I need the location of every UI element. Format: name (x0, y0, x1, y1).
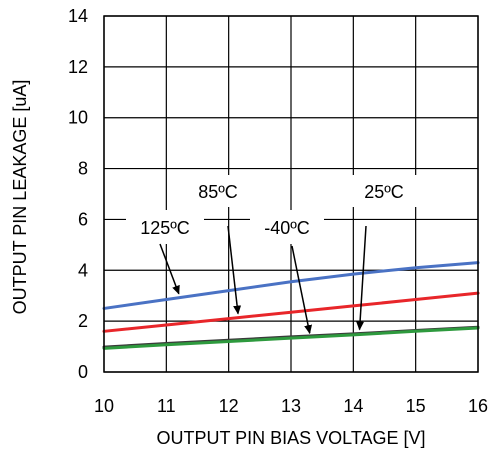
annotation-label: 125ºC (140, 218, 190, 238)
x-axis-title: OUTPUT PIN BIAS VOLTAGE [V] (156, 428, 425, 448)
annotation-label: 85ºC (198, 182, 238, 202)
y-tick-label: 6 (78, 209, 88, 229)
y-tick-label: 10 (68, 108, 88, 128)
x-tick-label: 12 (219, 396, 239, 416)
y-tick-label: 14 (68, 6, 88, 26)
y-tick-label: 0 (78, 362, 88, 382)
x-tick-label: 10 (94, 396, 114, 416)
series-line (102, 326, 480, 350)
annotation-arrow (159, 243, 180, 295)
annotation-box (126, 210, 204, 244)
annotations: 125ºC 85ºC -40ºC 25ºC (126, 175, 418, 335)
series-layer (102, 261, 480, 350)
y-tick-label: 12 (68, 57, 88, 77)
y-axis-title: OUTPUT PIN LEAKAGE [uA] (10, 80, 30, 315)
x-tick-label: 11 (157, 396, 176, 416)
annotation-arrow (356, 225, 367, 331)
series-line (102, 261, 480, 310)
x-tick-label: 13 (281, 396, 301, 416)
annotation-arrow (291, 245, 313, 335)
x-tick-label: 15 (406, 396, 426, 416)
series-line (102, 291, 480, 333)
annotation-box (250, 210, 324, 244)
y-tick-label: 2 (78, 311, 88, 331)
annotation-arrow (227, 225, 242, 315)
annotation-label: 25ºC (364, 182, 404, 202)
grid (103, 15, 479, 373)
tick-labels: 10 11 12 13 14 15 16 0 2 4 6 8 10 12 14 (68, 6, 488, 416)
x-tick-label: 14 (343, 396, 363, 416)
x-tick-label: 16 (468, 396, 488, 416)
annotation-box (186, 175, 250, 207)
y-tick-label: 4 (78, 260, 88, 280)
annotation-box (350, 175, 418, 207)
annotation-label: -40ºC (264, 218, 310, 238)
y-tick-label: 8 (78, 159, 88, 179)
plot-frame (103, 15, 479, 373)
